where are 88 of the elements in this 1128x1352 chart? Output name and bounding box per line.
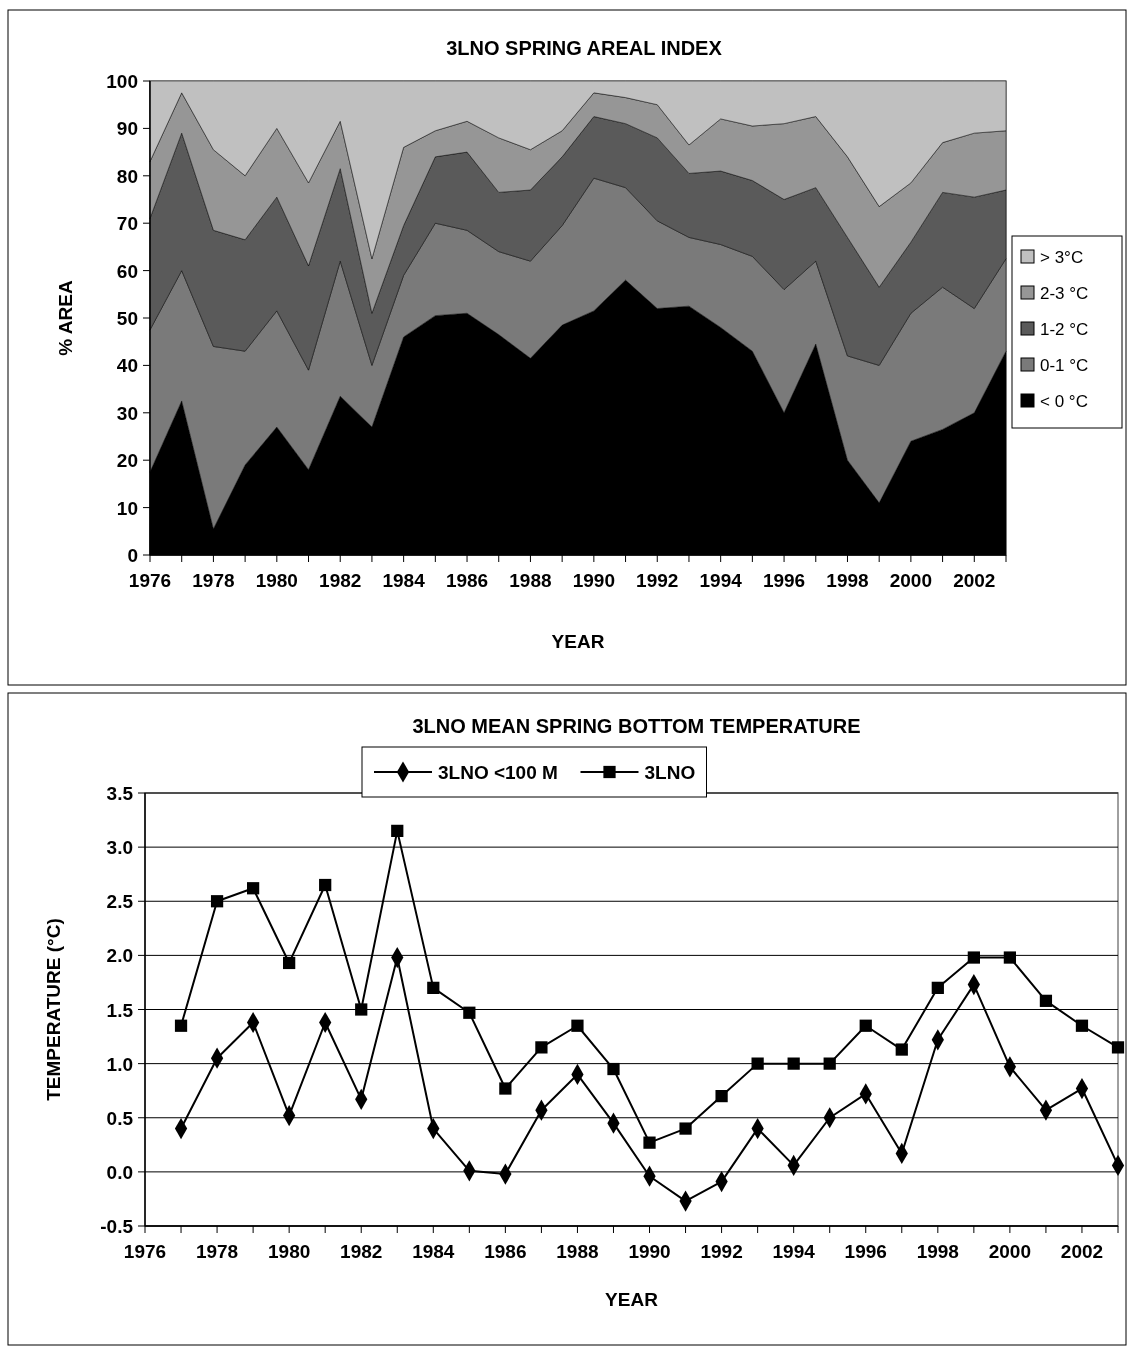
legend-label: 3LNO <100 M <box>438 762 558 783</box>
x-tick-label: 1998 <box>916 1241 959 1262</box>
chart-title: 3LNO MEAN SPRING BOTTOM TEMPERATURE <box>412 715 861 737</box>
x-tick-label: 1992 <box>700 1241 743 1262</box>
y-tick-label: 10 <box>116 497 138 519</box>
point <box>246 882 260 895</box>
x-tick-label: 1978 <box>192 570 235 591</box>
legend-label: 0-1 °C <box>1040 356 1089 375</box>
x-tick-label: 1982 <box>340 1241 383 1262</box>
x-tick-label: 1976 <box>128 570 172 591</box>
point <box>283 956 296 970</box>
y-tick-label: 0 <box>127 545 138 566</box>
point <box>967 951 980 964</box>
x-tick-label: 2002 <box>1060 1241 1104 1262</box>
y-tick-label: 60 <box>116 260 138 282</box>
x-tick-label: 1976 <box>123 1241 167 1262</box>
y-axis-title: % AREA <box>55 280 76 356</box>
x-tick-label: 1994 <box>772 1241 816 1262</box>
x-tick-label: 2000 <box>988 1241 1032 1262</box>
x-tick-label: 1992 <box>636 570 679 591</box>
x-tick-label: 1996 <box>844 1241 887 1262</box>
x-tick-label: 1978 <box>195 1241 239 1262</box>
point <box>535 1041 548 1054</box>
point <box>499 1082 512 1095</box>
y-tick-label: 2.5 <box>106 891 134 913</box>
y-tick-label: -0.5 <box>100 1216 134 1237</box>
y-tick-label: 80 <box>116 165 138 187</box>
point <box>427 981 440 994</box>
x-axis-title: YEAR <box>605 1289 659 1310</box>
legend-label: < 0 °C <box>1040 392 1088 411</box>
x-tick-label: 1996 <box>762 570 806 591</box>
y-tick-label: 1.0 <box>106 1053 133 1075</box>
y-tick-label: 3.5 <box>106 783 134 804</box>
point <box>823 1057 836 1070</box>
point <box>210 895 224 908</box>
legend-label: > 3°C <box>1040 248 1084 267</box>
x-tick-label: 2002 <box>953 570 996 591</box>
point <box>715 1089 728 1103</box>
point <box>607 1062 620 1076</box>
y-tick-label: 30 <box>116 402 138 424</box>
y-tick-label: 40 <box>116 355 138 377</box>
y-tick-label: 100 <box>106 71 138 92</box>
y-tick-label: 50 <box>116 308 138 329</box>
x-tick-label: 1984 <box>382 570 426 591</box>
point <box>571 1019 584 1032</box>
legend-label: 2-3 °C <box>1040 284 1089 303</box>
point <box>391 824 404 838</box>
x-tick-label: 1998 <box>826 570 869 591</box>
point <box>174 1019 188 1032</box>
point <box>1075 1019 1089 1032</box>
x-tick-label: 1994 <box>699 570 743 591</box>
x-tick-label: 1982 <box>319 570 362 591</box>
x-tick-label: 2000 <box>889 570 933 591</box>
point <box>895 1043 908 1056</box>
point <box>1111 1041 1125 1054</box>
x-tick-label: 1990 <box>628 1241 671 1262</box>
x-axis-title: YEAR <box>551 631 605 652</box>
x-tick-label: 1980 <box>255 570 298 591</box>
y-axis-title: TEMPERATURE (°C) <box>43 918 64 1101</box>
point <box>319 878 332 892</box>
y-tick-label: 0.5 <box>106 1107 134 1129</box>
y-tick-label: 0.0 <box>106 1161 133 1183</box>
chart-title: 3LNO SPRING AREAL INDEX <box>446 37 723 59</box>
y-tick-label: 90 <box>116 118 138 140</box>
x-tick-label: 1986 <box>445 570 489 591</box>
point <box>355 1003 368 1016</box>
point <box>679 1122 692 1135</box>
x-tick-label: 1986 <box>484 1241 527 1262</box>
y-tick-label: 20 <box>116 450 138 472</box>
legend-label: 3LNO <box>644 762 696 783</box>
point <box>859 1019 872 1032</box>
point <box>751 1057 764 1070</box>
point <box>931 981 944 994</box>
x-tick-label: 1984 <box>412 1241 455 1262</box>
y-tick-label: 70 <box>116 213 138 235</box>
x-tick-label: 1988 <box>556 1241 599 1262</box>
x-tick-label: 1980 <box>268 1241 311 1262</box>
legend-label: 1-2 °C <box>1040 320 1089 339</box>
point <box>1039 994 1053 1007</box>
point <box>463 1006 476 1019</box>
x-tick-label: 1990 <box>572 570 615 591</box>
y-tick-label: 3.0 <box>106 837 133 859</box>
y-tick-label: 1.5 <box>106 999 134 1021</box>
point <box>1003 951 1017 964</box>
point <box>787 1057 800 1070</box>
point <box>643 1136 656 1149</box>
y-tick-label: 2.0 <box>106 945 133 967</box>
x-tick-label: 1988 <box>509 570 552 591</box>
